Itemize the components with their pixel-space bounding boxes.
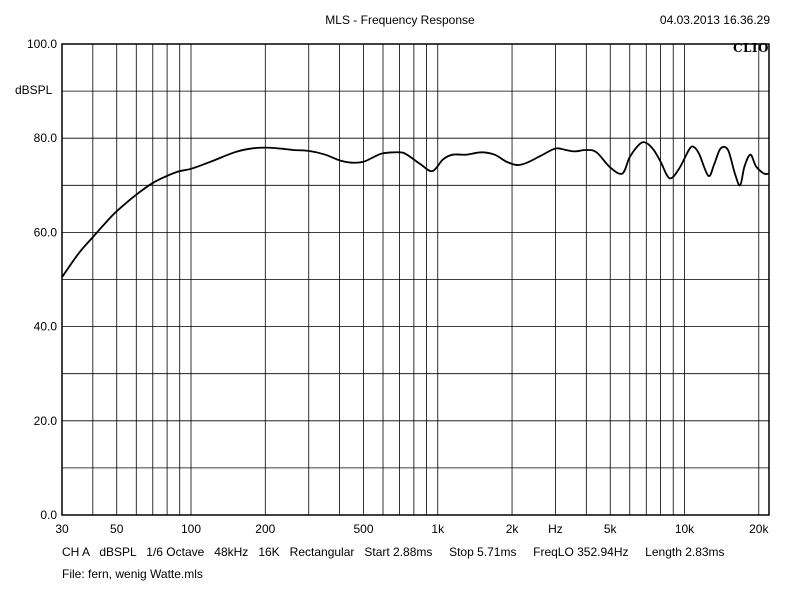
- plot-frame: [61, 43, 770, 516]
- x-tick-label: 10k: [675, 522, 695, 536]
- chart-title: MLS - Frequency Response: [325, 13, 475, 27]
- y-tick-label: 40.0: [34, 320, 58, 334]
- x-tick-label: 500: [353, 522, 373, 536]
- x-tick-label: 20k: [749, 522, 769, 536]
- file-name: File: fern, wenig Watte.mls: [62, 567, 203, 581]
- x-tick-label: 2k: [506, 522, 520, 536]
- measurement-settings: CH A dBSPL 1/6 Octave 48kHz 16K Rectangu…: [62, 545, 725, 559]
- x-tick-label: 100: [181, 522, 201, 536]
- y-tick-label: 60.0: [34, 225, 58, 239]
- x-tick-label: 1k: [431, 522, 445, 536]
- x-tick-label: 30: [55, 522, 69, 536]
- y-tick-label: 20.0: [34, 414, 58, 428]
- y-tick-label: 0.0: [40, 508, 57, 522]
- y-tick-label: 100.0: [27, 37, 57, 51]
- x-tick-label: 50: [110, 522, 124, 536]
- x-tick-label: Hz: [548, 522, 563, 536]
- y-axis-label: dBSPL: [15, 83, 53, 97]
- chart-timestamp: 04.03.2013 16.36.29: [659, 13, 770, 27]
- x-tick-label: 200: [255, 522, 275, 536]
- x-tick-label: 5k: [604, 522, 618, 536]
- y-tick-label: 80.0: [34, 131, 58, 145]
- frequency-response-line: [61, 141, 770, 278]
